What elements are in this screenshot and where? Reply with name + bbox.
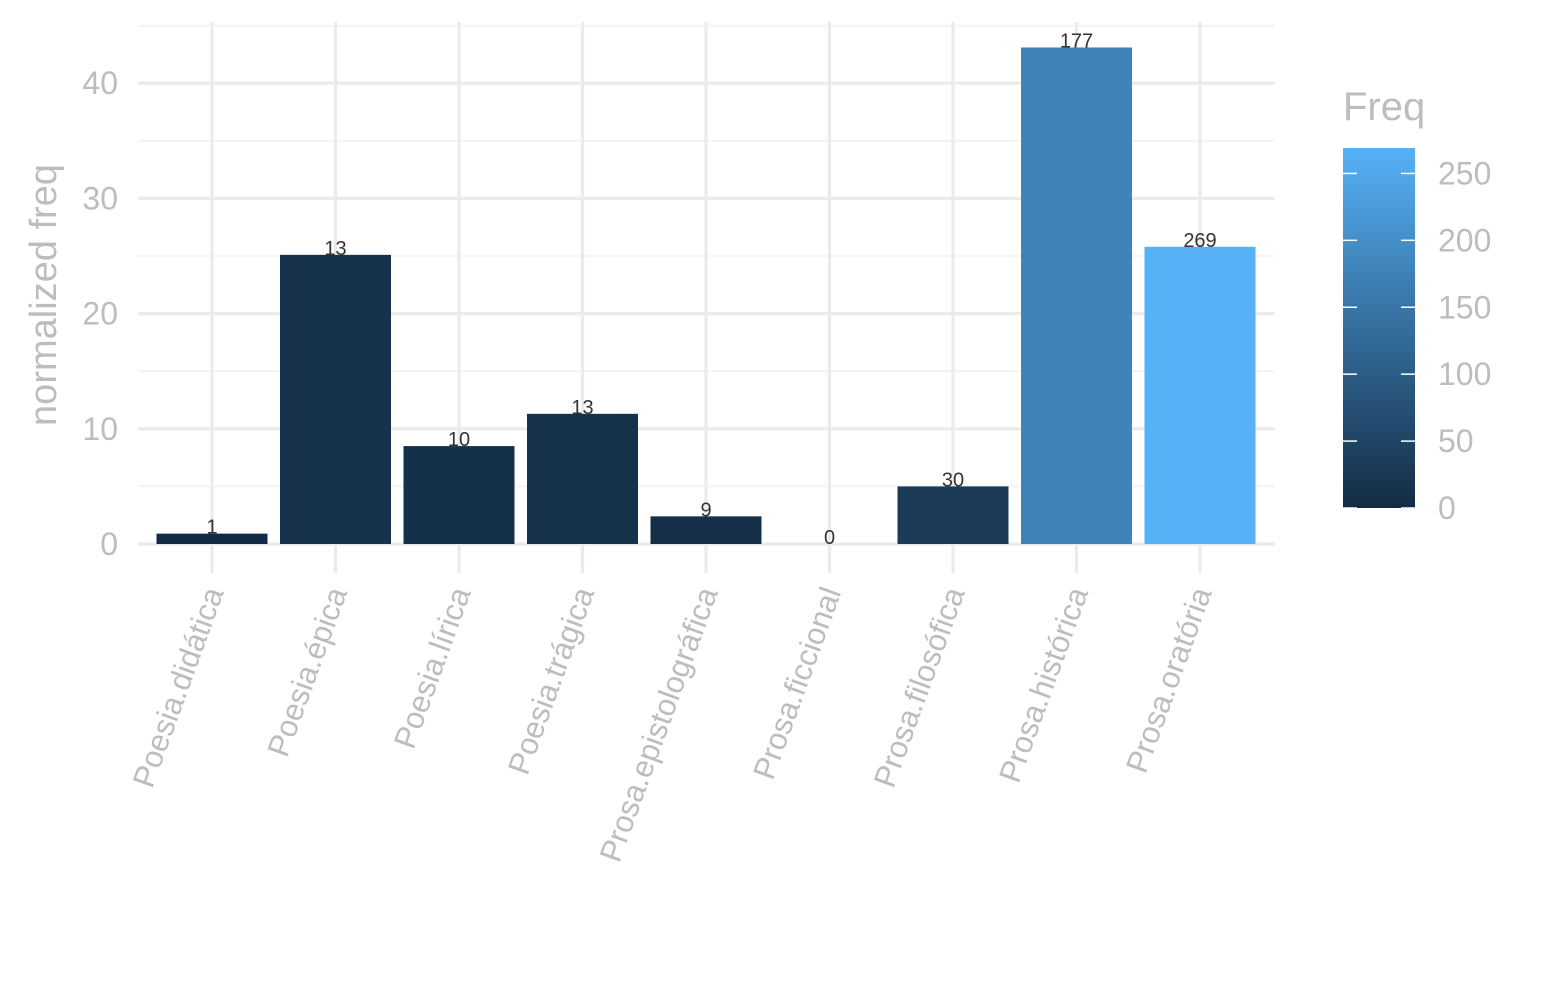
colorbar-tick-label: 150 (1438, 289, 1491, 325)
bar-9 (1144, 246, 1256, 544)
x-tick-label: Prosa.ficcional (746, 582, 848, 783)
y-tick-label: 30 (82, 180, 118, 216)
bar-8 (1021, 47, 1132, 544)
colorbar-tick-label: 100 (1438, 356, 1491, 392)
x-tick-label: Poesia.épica (260, 582, 354, 761)
y-tick-label: 40 (82, 65, 118, 101)
colorbar-tick-label: 250 (1438, 155, 1491, 191)
data-label: 10 (448, 429, 470, 451)
legend: Freq 0 50 100 150 200 250 (1343, 85, 1491, 526)
bar-7 (897, 486, 1009, 544)
colorbar-tick-label: 0 (1438, 490, 1456, 526)
colorbar (1343, 148, 1415, 508)
data-label: 9 (700, 499, 711, 521)
data-label: 13 (324, 238, 346, 260)
data-label: 0 (824, 527, 835, 549)
x-tick-label: Poesia.lírica (387, 582, 478, 753)
y-tick-label: 10 (82, 411, 118, 447)
data-label: 1 (206, 517, 217, 539)
legend-title: Freq (1343, 85, 1425, 129)
data-label: 269 (1183, 230, 1216, 252)
y-axis-title: normalized freq (23, 164, 65, 426)
bar-3 (403, 446, 515, 544)
bar-1 (156, 533, 268, 544)
x-tick-label: Prosa.filosófica (867, 582, 972, 792)
bar-4 (527, 413, 638, 544)
bars (156, 47, 1256, 544)
y-tick-label: 20 (82, 296, 118, 332)
bar-5 (650, 516, 762, 544)
colorbar-ticks: 0 50 100 150 200 250 (1343, 155, 1491, 526)
colorbar-tick-label: 200 (1438, 222, 1491, 258)
y-axis: 0 10 20 30 40 (82, 65, 118, 562)
x-tick-label: Poesia.trágica (501, 582, 601, 779)
colorbar-tick-label: 50 (1438, 423, 1474, 459)
data-label: 13 (571, 397, 593, 419)
y-tick-label: 0 (100, 526, 118, 562)
data-labels: 1 13 10 13 9 0 30 177 269 (206, 30, 1216, 549)
data-label: 30 (942, 469, 964, 491)
x-tick-label: Prosa.oratória (1119, 582, 1219, 778)
x-tick-label: Prosa.epistolográfica (593, 582, 725, 867)
data-label: 177 (1060, 30, 1093, 52)
bar-2 (280, 254, 391, 544)
x-tick-label: Poesia.didática (126, 582, 231, 792)
x-tick-label: Prosa.histórica (992, 582, 1095, 787)
x-axis: Poesia.didática Poesia.épica Poesia.lírica… (126, 582, 1219, 867)
